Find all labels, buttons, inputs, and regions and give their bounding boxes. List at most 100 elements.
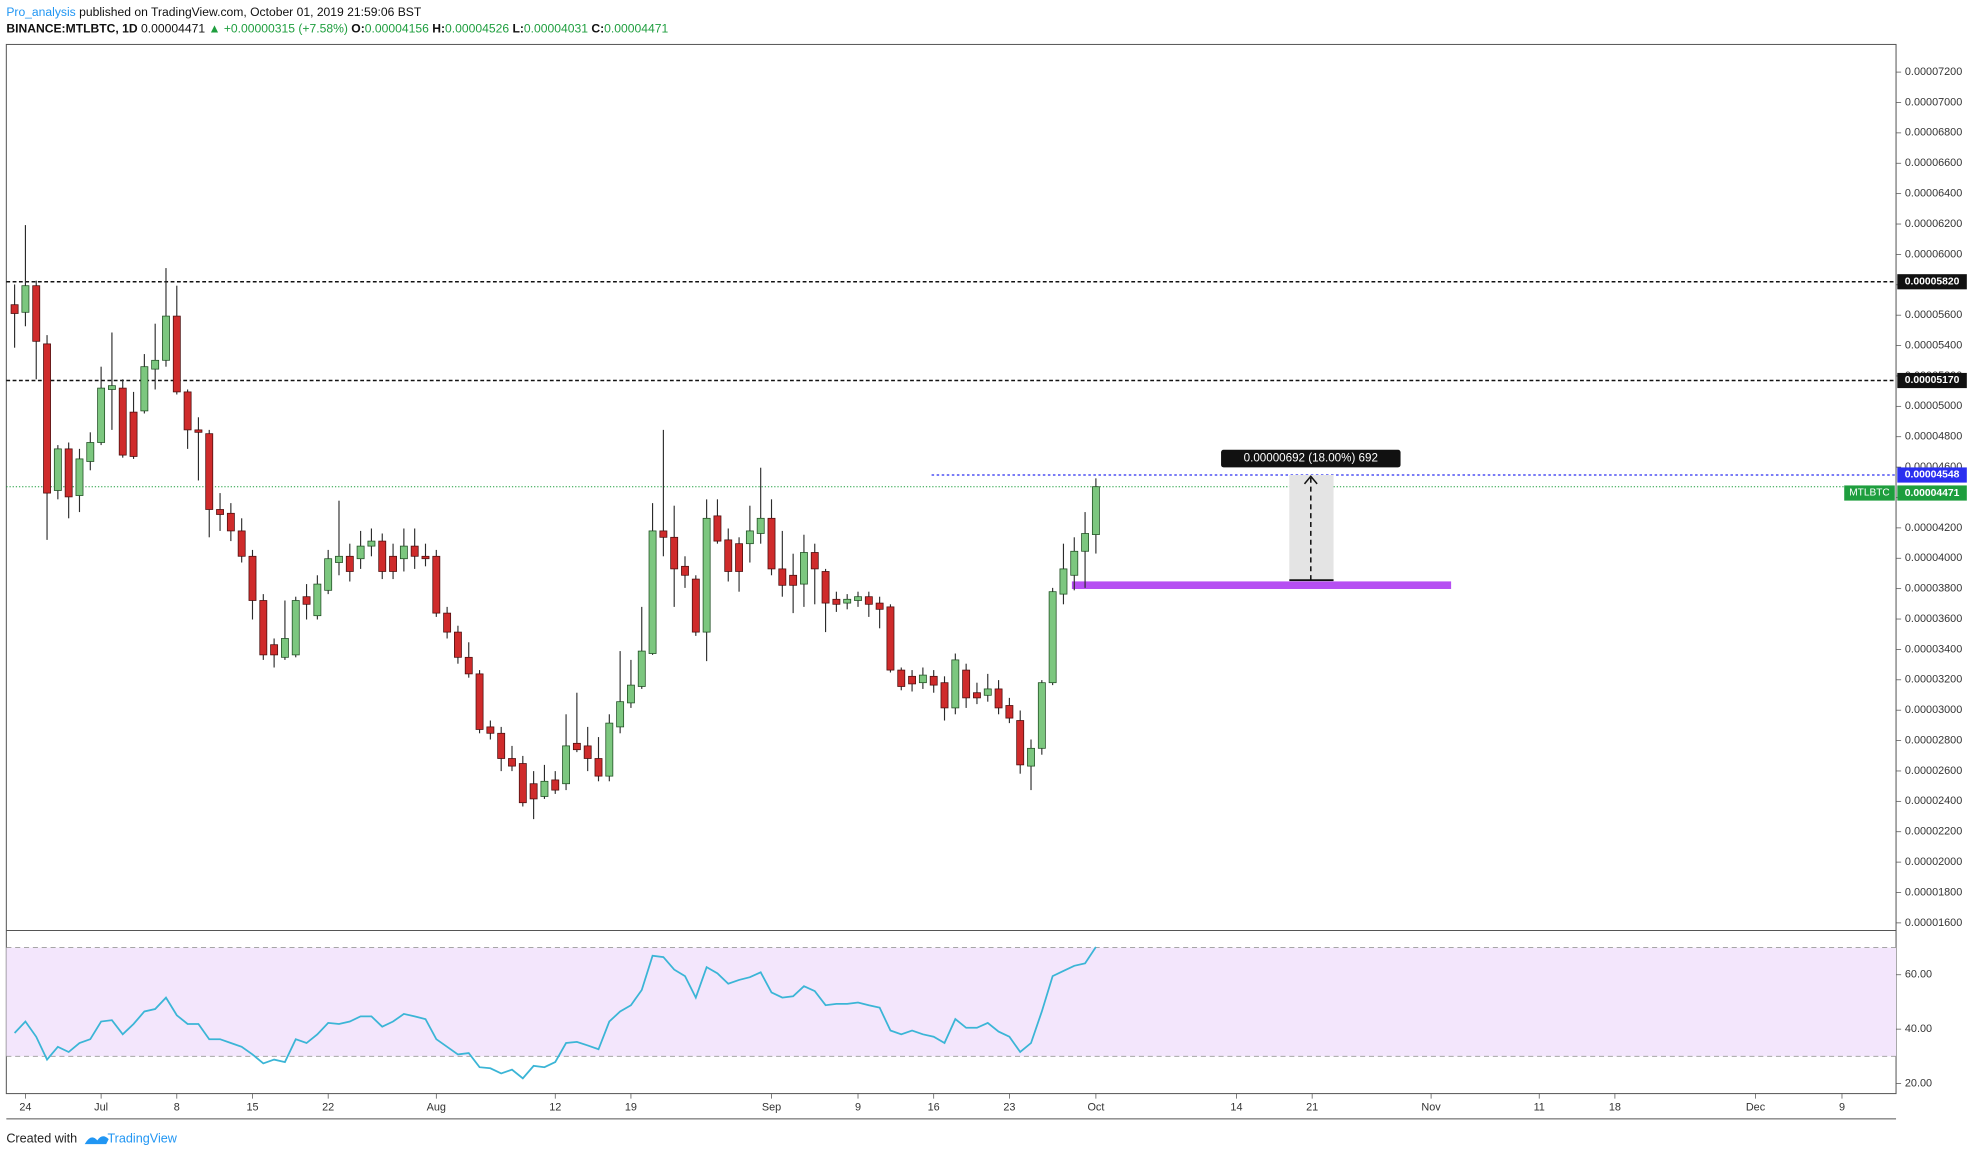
x-tick-label: 24 xyxy=(19,1101,31,1113)
ohlc-value: 0.00004526 xyxy=(445,21,509,35)
target-label-box xyxy=(1897,467,1967,483)
ohlc-label: O: xyxy=(351,21,364,35)
y-tick-label: 0.00006800 xyxy=(1905,127,1962,139)
x-tick-label: 16 xyxy=(928,1101,940,1113)
measure-area xyxy=(1289,475,1334,581)
x-tick-label: 22 xyxy=(322,1101,334,1113)
candle-body xyxy=(129,411,138,457)
candle-body xyxy=(140,366,149,412)
candle-body xyxy=(735,543,743,572)
candle-body xyxy=(367,540,376,547)
candle-body xyxy=(973,692,981,699)
y-tick-label: 0.00002600 xyxy=(1905,765,1962,777)
candle-body xyxy=(648,530,657,654)
y-tick-label: 0.00006200 xyxy=(1905,218,1962,230)
ohlc-value: 0.00004156 xyxy=(365,21,429,35)
chart-layer: 0.00001600 0.00001800 0.00002000 0.00002200… xyxy=(6,66,1967,1113)
candle-body xyxy=(983,688,992,696)
candle-body xyxy=(464,656,473,675)
candle-body xyxy=(1027,747,1035,767)
x-tick-label: Oct xyxy=(1087,1101,1104,1113)
candle-body xyxy=(32,285,41,342)
ohlc-label: C: xyxy=(591,21,604,35)
candle-body xyxy=(875,602,884,610)
candle-body xyxy=(151,359,160,370)
candle-body xyxy=(681,565,689,576)
symbol-label-box xyxy=(1844,485,1895,501)
y-tick-label: 0.00004200 xyxy=(1905,522,1962,534)
candle-body xyxy=(518,763,527,804)
target-label: 0.00004548 xyxy=(1905,470,1960,481)
x-tick-label: 14 xyxy=(1230,1101,1242,1113)
candle-body xyxy=(389,555,397,572)
candle-body xyxy=(940,682,949,709)
tradingview-logo xyxy=(84,1136,109,1145)
y-tick-label: 0.00003000 xyxy=(1905,704,1962,716)
y-tick-label: 0.00002000 xyxy=(1905,856,1962,868)
candle-body xyxy=(529,783,538,800)
header-line-1: Pro_analysis published on TradingView.co… xyxy=(6,5,422,19)
plot-frame xyxy=(5,43,1897,1095)
candle-body xyxy=(302,596,311,605)
x-tick-label: Aug xyxy=(427,1101,446,1113)
candle-body xyxy=(183,391,192,431)
candle-body xyxy=(627,684,635,704)
price: 0.00004471 xyxy=(141,21,205,35)
level-label-box xyxy=(1897,372,1967,389)
candle-body xyxy=(64,448,73,498)
x-tick-label: 12 xyxy=(549,1101,561,1113)
candle-body xyxy=(21,285,30,313)
candle-body xyxy=(1070,550,1079,576)
y-tick-label: 0.00002400 xyxy=(1905,795,1962,807)
candle-body xyxy=(345,555,354,572)
candle-body xyxy=(432,555,441,614)
candle-body xyxy=(410,545,419,557)
candle-body xyxy=(259,600,268,656)
candle-body xyxy=(994,688,1003,709)
y-tick-label: 0.00006400 xyxy=(1905,188,1962,200)
change: ▲ +0.00000315 (+7.58%) xyxy=(208,21,347,35)
candle-body xyxy=(43,343,51,494)
y-tick-label: 0.00004000 xyxy=(1905,552,1962,564)
candle-body xyxy=(1081,533,1089,552)
candle-body xyxy=(929,675,938,686)
candle-body xyxy=(421,555,430,560)
candle-body xyxy=(1005,705,1014,719)
candle-body xyxy=(540,780,549,797)
candle-body xyxy=(864,596,873,605)
candle-body xyxy=(724,539,733,572)
candle-body xyxy=(1091,486,1100,535)
candle-body xyxy=(378,540,387,572)
author[interactable]: Pro_analysis xyxy=(6,5,75,19)
candle-body xyxy=(226,512,235,532)
footer-created: Created with xyxy=(6,1131,77,1145)
candle-body xyxy=(10,304,19,314)
candle-body xyxy=(810,552,819,570)
candle-body xyxy=(832,598,841,605)
level-label: 0.00005820 xyxy=(1905,276,1960,287)
candle-body xyxy=(399,545,408,560)
x-tick-label: 23 xyxy=(1003,1101,1015,1113)
candle-body xyxy=(962,669,971,699)
ohlc-label: H: xyxy=(432,21,445,35)
measure-arrowhead xyxy=(1303,475,1318,485)
candle-body xyxy=(789,574,798,586)
candle-body xyxy=(713,515,722,542)
y-tick-label: 0.00007000 xyxy=(1905,96,1962,108)
candle-body xyxy=(637,650,646,687)
y-tick-label: 0.00005400 xyxy=(1905,339,1962,351)
y-tick-label: 0.00001800 xyxy=(1905,886,1962,898)
candle-body xyxy=(1016,720,1025,766)
candle-body xyxy=(572,742,581,751)
y-tick-label: 0.00006000 xyxy=(1905,248,1962,260)
candle-body xyxy=(443,612,452,633)
y-tick-label: 0.00003400 xyxy=(1905,643,1962,655)
candle-body xyxy=(756,517,765,534)
candle-body xyxy=(508,758,516,767)
rsi-line xyxy=(13,946,1097,1080)
candle-body xyxy=(270,644,279,656)
footer-brand[interactable]: TradingView xyxy=(107,1131,177,1145)
symbol-label: MTLBTC xyxy=(1849,488,1889,499)
candle-body xyxy=(324,558,333,591)
